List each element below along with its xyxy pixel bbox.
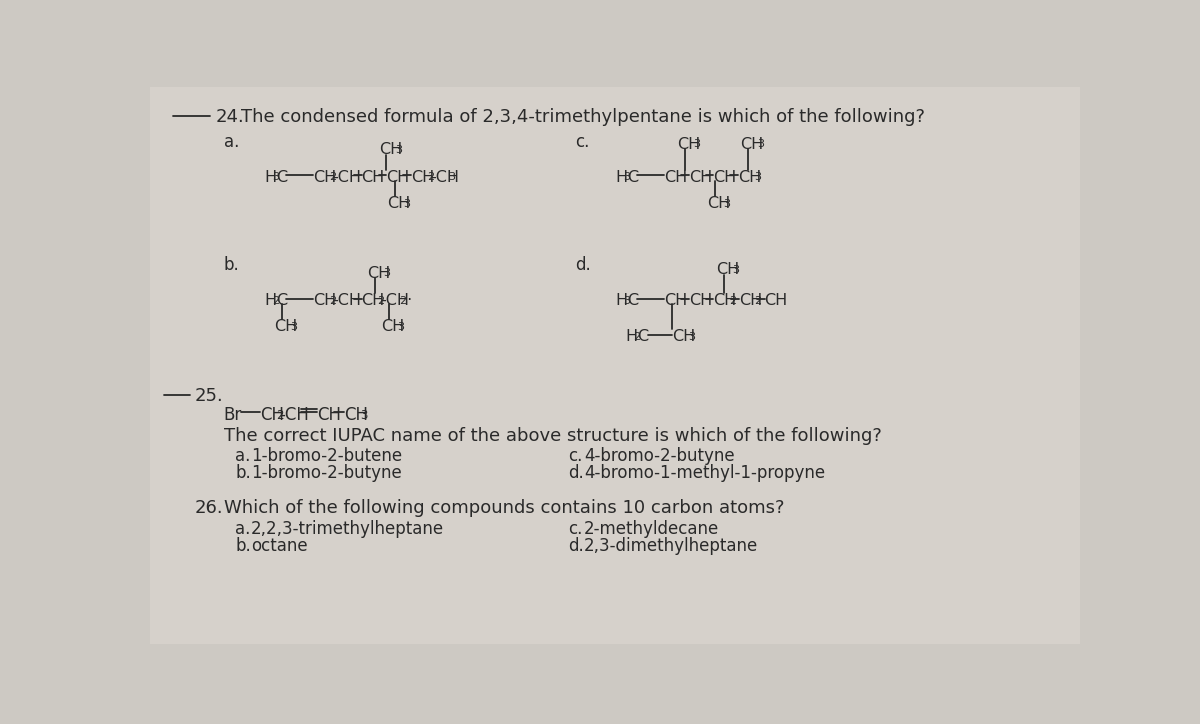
Text: 24.: 24.	[216, 109, 245, 127]
Text: CH: CH	[260, 406, 284, 424]
Text: CH: CH	[677, 137, 701, 152]
Text: -CH: -CH	[332, 293, 361, 308]
Text: C: C	[637, 329, 649, 345]
Text: 3: 3	[395, 145, 402, 155]
Text: 26.: 26.	[194, 499, 223, 517]
Text: 2-methyldecane: 2-methyldecane	[584, 520, 719, 538]
Text: a.: a.	[235, 447, 251, 466]
Text: CH: CH	[412, 170, 434, 185]
Text: 3: 3	[449, 172, 455, 182]
Text: -CH: -CH	[280, 406, 310, 424]
Text: H: H	[265, 170, 277, 185]
Text: b.: b.	[235, 464, 251, 482]
Text: Which of the following compounds contains 10 carbon atoms?: Which of the following compounds contain…	[223, 499, 784, 517]
Text: CH: CH	[664, 170, 688, 185]
Text: 3: 3	[757, 139, 764, 149]
Text: CH: CH	[689, 170, 712, 185]
Text: 3: 3	[732, 265, 739, 274]
Text: C: C	[626, 170, 637, 185]
Text: CH: CH	[386, 170, 409, 185]
Text: CH: CH	[715, 262, 739, 277]
Text: 3: 3	[689, 332, 696, 342]
Text: a.: a.	[235, 520, 251, 538]
Text: CH: CH	[707, 196, 731, 211]
Text: Br: Br	[223, 406, 242, 424]
Text: c.: c.	[569, 520, 583, 538]
Text: 2,2,3-trimethylheptane: 2,2,3-trimethylheptane	[251, 520, 444, 538]
Text: The condensed formula of 2,3,4-trimethylpentane is which of the following?: The condensed formula of 2,3,4-trimethyl…	[241, 109, 925, 127]
Text: 1-bromo-2-butyne: 1-bromo-2-butyne	[251, 464, 402, 482]
Text: 2: 2	[276, 409, 284, 422]
Text: 2: 2	[427, 172, 434, 182]
Text: CH: CH	[739, 293, 762, 308]
Text: CH: CH	[274, 319, 298, 334]
Text: 3: 3	[383, 268, 390, 278]
Text: 2: 2	[634, 332, 641, 342]
Text: c.: c.	[575, 133, 589, 151]
Text: C: C	[626, 293, 637, 308]
Text: CH: CH	[313, 293, 336, 308]
Text: CH: CH	[343, 406, 367, 424]
Text: CH: CH	[664, 293, 688, 308]
Text: -CH: -CH	[380, 293, 409, 308]
Text: -CH: -CH	[332, 170, 361, 185]
Text: a.: a.	[223, 133, 239, 151]
Text: ·: ·	[402, 293, 412, 308]
Text: 1-bromo-2-butene: 1-bromo-2-butene	[251, 447, 402, 466]
Text: 3: 3	[754, 172, 761, 182]
Text: CH: CH	[367, 266, 390, 280]
Text: 4-bromo-2-butyne: 4-bromo-2-butyne	[584, 447, 734, 466]
Text: H: H	[265, 293, 277, 308]
Text: CH: CH	[380, 319, 404, 334]
Text: 2: 2	[377, 295, 384, 306]
Text: d.: d.	[575, 256, 590, 274]
Text: octane: octane	[251, 537, 307, 555]
Text: C: C	[276, 170, 288, 185]
Text: d.: d.	[569, 537, 584, 555]
Text: 3: 3	[397, 321, 404, 332]
Text: 3: 3	[623, 295, 630, 306]
Text: H: H	[616, 293, 628, 308]
Text: 3: 3	[290, 321, 298, 332]
Text: 2: 2	[272, 295, 280, 306]
Text: CH: CH	[714, 293, 737, 308]
Text: CH: CH	[361, 170, 385, 185]
Text: d.: d.	[569, 464, 584, 482]
Text: 2,3-dimethylheptane: 2,3-dimethylheptane	[584, 537, 758, 555]
Text: 3: 3	[272, 172, 280, 182]
Text: b.: b.	[235, 537, 251, 555]
Text: CH: CH	[714, 170, 737, 185]
Text: c.: c.	[569, 447, 583, 466]
Text: CH: CH	[689, 293, 712, 308]
Text: 3: 3	[724, 198, 731, 209]
Text: CH: CH	[317, 406, 341, 424]
Text: CH: CH	[313, 170, 336, 185]
Text: CH: CH	[740, 137, 764, 152]
Text: CH: CH	[764, 293, 788, 308]
Text: H: H	[616, 170, 628, 185]
Text: 2: 2	[728, 295, 736, 306]
Text: -CH: -CH	[430, 170, 458, 185]
Text: CH: CH	[672, 329, 696, 345]
Text: 3: 3	[360, 409, 367, 422]
Text: 2: 2	[329, 295, 336, 306]
Text: 2: 2	[398, 295, 406, 306]
Text: CH: CH	[379, 143, 402, 157]
Text: 3: 3	[694, 139, 701, 149]
Text: 4-bromo-1-methyl-1-propyne: 4-bromo-1-methyl-1-propyne	[584, 464, 826, 482]
Text: 2: 2	[329, 172, 336, 182]
Text: H: H	[626, 329, 638, 345]
Text: CH: CH	[361, 293, 385, 308]
Text: 2: 2	[755, 295, 762, 306]
Text: 25.: 25.	[194, 387, 223, 405]
Text: The correct IUPAC name of the above structure is which of the following?: The correct IUPAC name of the above stru…	[223, 427, 882, 445]
Text: CH: CH	[388, 196, 410, 211]
Text: CH: CH	[738, 170, 762, 185]
Text: b.: b.	[223, 256, 239, 274]
Text: 3: 3	[403, 198, 410, 209]
Text: C: C	[276, 293, 288, 308]
Text: 3: 3	[623, 172, 630, 182]
